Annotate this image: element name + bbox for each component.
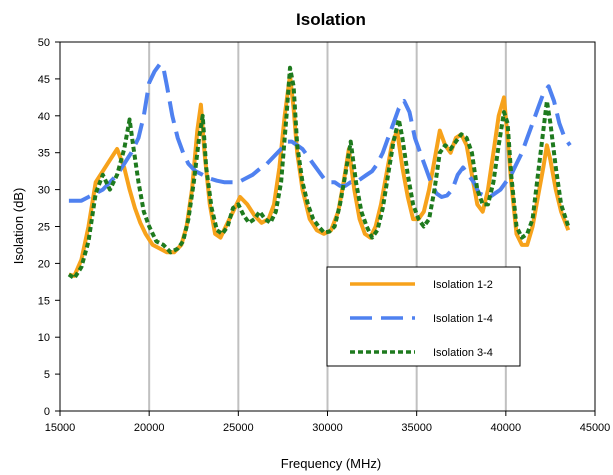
x-axis-title: Frequency (MHz) (281, 456, 381, 471)
x-tick-label: 15000 (45, 422, 76, 434)
y-tick-label: 50 (38, 37, 50, 49)
ticks-layer: 15000 20000 25000 30000 35000 40000 45000 0 5 10 1… (38, 37, 611, 434)
y-tick-label: 40 (38, 111, 50, 123)
x-tick-label: 45000 (580, 422, 611, 434)
y-tick-label: 5 (44, 369, 50, 381)
chart-title: Isolation (296, 10, 366, 29)
y-axis-title: Isolation (dB) (11, 188, 26, 265)
y-tick-label: 20 (38, 258, 50, 270)
y-tick-label: 0 (44, 406, 50, 418)
x-tick-label: 35000 (401, 422, 432, 434)
series-line-2 (68, 62, 572, 203)
y-tick-label: 25 (38, 222, 50, 234)
x-tick-label: 25000 (223, 422, 254, 434)
y-tick-label: 15 (38, 295, 50, 307)
legend-label-2: Isolation 1-4 (433, 313, 493, 325)
series-line-3 (67, 65, 571, 281)
series-layer (67, 62, 572, 281)
y-tick-label: 35 (38, 148, 50, 160)
legend-label-3: Isolation 3-4 (433, 347, 493, 359)
y-tick-label: 10 (38, 332, 50, 344)
y-tick-label: 30 (38, 185, 50, 197)
x-tick-label: 30000 (312, 422, 343, 434)
y-tick-label: 45 (38, 74, 50, 86)
x-tick-label: 20000 (134, 422, 165, 434)
x-tick-label: 40000 (491, 422, 522, 434)
legend-label-1: Isolation 1-2 (433, 279, 493, 291)
legend: Isolation 1-2 Isolation 1-4 Isolation 3-4 (326, 266, 521, 367)
